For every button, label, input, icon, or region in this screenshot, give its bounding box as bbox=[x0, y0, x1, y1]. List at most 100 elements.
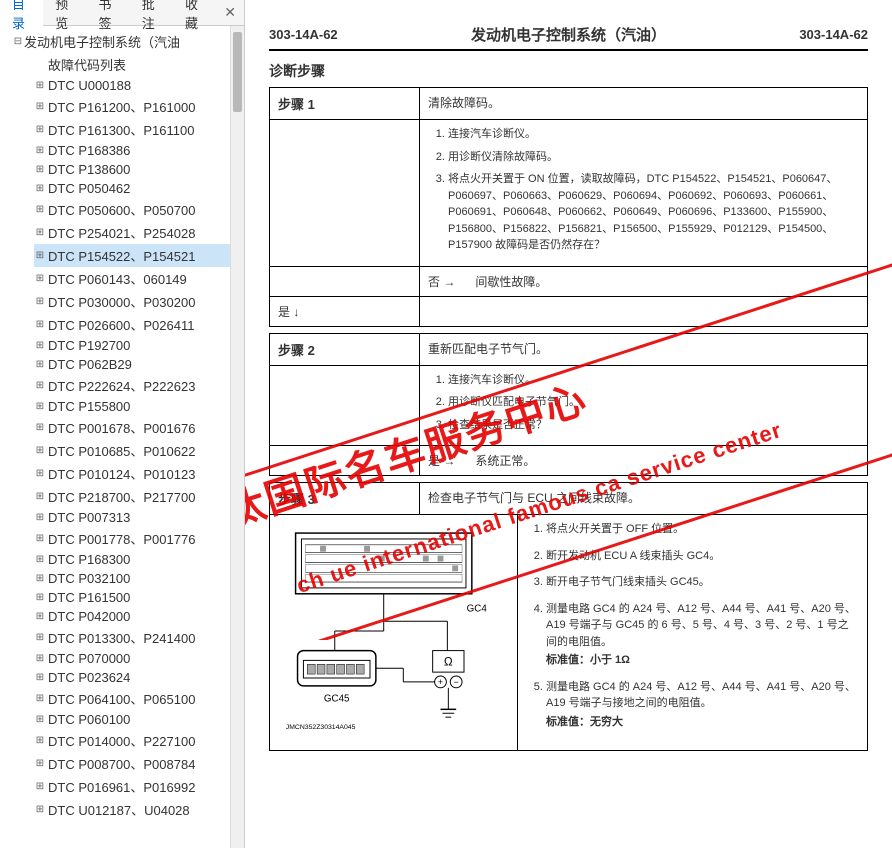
expand-icon[interactable]: ⊞ bbox=[34, 319, 46, 330]
expand-icon[interactable]: ⊞ bbox=[34, 468, 46, 479]
tree-item[interactable]: ⊞DTC P168300 bbox=[34, 550, 230, 569]
expand-icon[interactable]: ⊞ bbox=[34, 533, 46, 544]
tree-item[interactable]: ⊞DTC P032100 bbox=[34, 569, 230, 588]
expand-icon[interactable]: ⊞ bbox=[34, 124, 46, 135]
close-icon[interactable]: ✕ bbox=[216, 2, 244, 23]
step-3-desc: 检查电子节气门与 ECU 之间线束故障。 bbox=[420, 483, 867, 514]
tree-item[interactable]: ⊞DTC P168386 bbox=[34, 141, 230, 160]
tree-item[interactable]: ⊞DTC P254021、P254028 bbox=[34, 221, 230, 244]
expand-icon[interactable]: ⊞ bbox=[34, 296, 46, 307]
expand-icon[interactable]: ⊞ bbox=[34, 735, 46, 746]
page-header: 303-14A-62 发动机电子控制系统（汽油） 303-14A-62 bbox=[269, 24, 868, 51]
diagram-svg: GC4 bbox=[276, 521, 511, 741]
step-instruction: 检查结果是否正常？ bbox=[448, 417, 859, 434]
step-2-desc: 重新匹配电子节气门。 bbox=[420, 334, 867, 365]
expand-icon[interactable]: ⊞ bbox=[34, 672, 46, 683]
tree-root[interactable]: ⊟ 发动机电子控制系统（汽油 bbox=[12, 30, 230, 53]
expand-icon[interactable]: ⊞ bbox=[34, 653, 46, 664]
expand-icon[interactable]: ⊞ bbox=[34, 164, 46, 175]
tree-item[interactable]: ⊞DTC P138600 bbox=[34, 160, 230, 179]
expand-icon[interactable]: ⊞ bbox=[34, 80, 46, 91]
expand-icon[interactable]: ⊞ bbox=[34, 611, 46, 622]
tree-item-label: 故障代码列表 bbox=[48, 55, 126, 74]
tree-item[interactable]: ⊞DTC P154522、P154521 bbox=[34, 244, 230, 267]
expand-icon[interactable]: ⊞ bbox=[34, 101, 46, 112]
tree-item[interactable]: ⊞DTC P161500 bbox=[34, 588, 230, 607]
tree-item[interactable]: ⊞DTC P001778、P001776 bbox=[34, 527, 230, 550]
expand-icon[interactable]: ⊞ bbox=[34, 758, 46, 769]
tree-item[interactable]: ⊞DTC P222624、P222623 bbox=[34, 374, 230, 397]
tree-item[interactable]: ⊞DTC P023624 bbox=[34, 668, 230, 687]
tree-item[interactable]: ⊞DTC P010124、P010123 bbox=[34, 462, 230, 485]
tree-item[interactable]: ⊞DTC P062B29 bbox=[34, 355, 230, 374]
tree-item-label: DTC P154522、P154521 bbox=[48, 246, 195, 265]
tree-root-label: 发动机电子控制系统（汽油 bbox=[24, 32, 180, 51]
diagram-label-gc45: GC45 bbox=[324, 694, 350, 705]
tree-item[interactable]: ⊞DTC P010685、P010622 bbox=[34, 439, 230, 462]
tree-item-label: DTC P050600、P050700 bbox=[48, 200, 195, 219]
tree-item[interactable]: ⊞DTC P060143、060149 bbox=[34, 267, 230, 290]
tree-item[interactable]: ⊞DTC P050600、P050700 bbox=[34, 198, 230, 221]
expand-icon[interactable]: ⊞ bbox=[34, 359, 46, 370]
tree-item-label: DTC P060143、060149 bbox=[48, 269, 187, 288]
step-instruction: 将点火开关置于 ON 位置，读取故障码，DTC P154522、P154521、… bbox=[448, 171, 859, 254]
connector-diagram: GC4 bbox=[270, 515, 518, 750]
tree-item-label: DTC P064100、P065100 bbox=[48, 689, 195, 708]
expand-icon[interactable]: ⊞ bbox=[34, 573, 46, 584]
step-1-yes-label: 是 ↓ bbox=[270, 297, 420, 326]
expand-icon[interactable]: ⊞ bbox=[34, 592, 46, 603]
expand-icon[interactable]: ⊞ bbox=[34, 804, 46, 815]
tree-item-label: DTC P016961、P016992 bbox=[48, 777, 195, 796]
expand-icon[interactable]: ⊞ bbox=[34, 250, 46, 261]
expand-icon[interactable]: ⊞ bbox=[34, 340, 46, 351]
tree-item[interactable]: ⊞DTC P026600、P026411 bbox=[34, 313, 230, 336]
svg-text:+: + bbox=[438, 677, 443, 687]
expand-icon[interactable]: ⊞ bbox=[34, 183, 46, 194]
tree-item[interactable]: ⊞DTC P161200、P161000 bbox=[34, 95, 230, 118]
tree-item[interactable]: ⊞DTC P030000、P030200 bbox=[34, 290, 230, 313]
tree-item-label: DTC P042000 bbox=[48, 609, 130, 624]
expand-icon[interactable]: ⊞ bbox=[34, 554, 46, 565]
tree-item-label: DTC P218700、P217700 bbox=[48, 487, 195, 506]
step-2-yes-text: 系统正常。 bbox=[475, 454, 535, 468]
tree-item[interactable]: ⊞DTC P064100、P065100 bbox=[34, 687, 230, 710]
tree-item[interactable]: ⊞DTC P070000 bbox=[34, 649, 230, 668]
tree-item[interactable]: ⊞DTC P014000、P227100 bbox=[34, 729, 230, 752]
collapse-icon[interactable]: ⊟ bbox=[12, 36, 24, 47]
tree-item[interactable]: 故障代码列表 bbox=[34, 53, 230, 76]
tree-item-label: DTC P026600、P026411 bbox=[48, 315, 194, 334]
scrollbar-thumb[interactable] bbox=[233, 32, 242, 112]
expand-icon[interactable]: ⊞ bbox=[34, 145, 46, 156]
tree-item[interactable]: ⊞DTC P042000 bbox=[34, 607, 230, 626]
tree-item[interactable]: ⊞DTC P155800 bbox=[34, 397, 230, 416]
tree-item[interactable]: ⊞DTC P007313 bbox=[34, 508, 230, 527]
tree-item[interactable]: ⊞DTC P016961、P016992 bbox=[34, 775, 230, 798]
tree-item[interactable]: ⊞DTC P001678、P001676 bbox=[34, 416, 230, 439]
step-instruction: 断开发动机 ECU A 线束插头 GC4。 bbox=[546, 548, 859, 565]
expand-icon[interactable]: ⊞ bbox=[34, 693, 46, 704]
tree-item[interactable]: ⊞DTC P060100 bbox=[34, 710, 230, 729]
expand-icon[interactable]: ⊞ bbox=[34, 227, 46, 238]
tree-item[interactable]: ⊞DTC P008700、P008784 bbox=[34, 752, 230, 775]
expand-icon[interactable]: ⊞ bbox=[34, 714, 46, 725]
tree-item[interactable]: ⊞DTC P050462 bbox=[34, 179, 230, 198]
expand-icon[interactable]: ⊞ bbox=[34, 204, 46, 215]
expand-icon[interactable]: ⊞ bbox=[34, 401, 46, 412]
expand-icon[interactable]: ⊞ bbox=[34, 781, 46, 792]
expand-icon[interactable]: ⊞ bbox=[34, 273, 46, 284]
tree-view[interactable]: ⊟ 发动机电子控制系统（汽油 故障代码列表⊞DTC U000188⊞DTC P1… bbox=[0, 26, 230, 848]
tree-item[interactable]: ⊞DTC U000188 bbox=[34, 76, 230, 95]
tree-item[interactable]: ⊞DTC P161300、P161100 bbox=[34, 118, 230, 141]
expand-icon[interactable]: ⊞ bbox=[34, 422, 46, 433]
expand-icon[interactable]: ⊞ bbox=[34, 632, 46, 643]
tree-item[interactable]: ⊞DTC P192700 bbox=[34, 336, 230, 355]
expand-icon[interactable]: ⊞ bbox=[34, 491, 46, 502]
tree-item[interactable]: ⊞DTC U012187、U04028 bbox=[34, 798, 230, 821]
tree-item[interactable]: ⊞DTC P013300、P241400 bbox=[34, 626, 230, 649]
step-instruction: 用诊断仪匹配电子节气门。 bbox=[448, 394, 859, 411]
expand-icon[interactable]: ⊞ bbox=[34, 445, 46, 456]
expand-icon[interactable]: ⊞ bbox=[34, 512, 46, 523]
tree-item[interactable]: ⊞DTC P218700、P217700 bbox=[34, 485, 230, 508]
scrollbar[interactable] bbox=[230, 26, 244, 848]
expand-icon[interactable]: ⊞ bbox=[34, 380, 46, 391]
